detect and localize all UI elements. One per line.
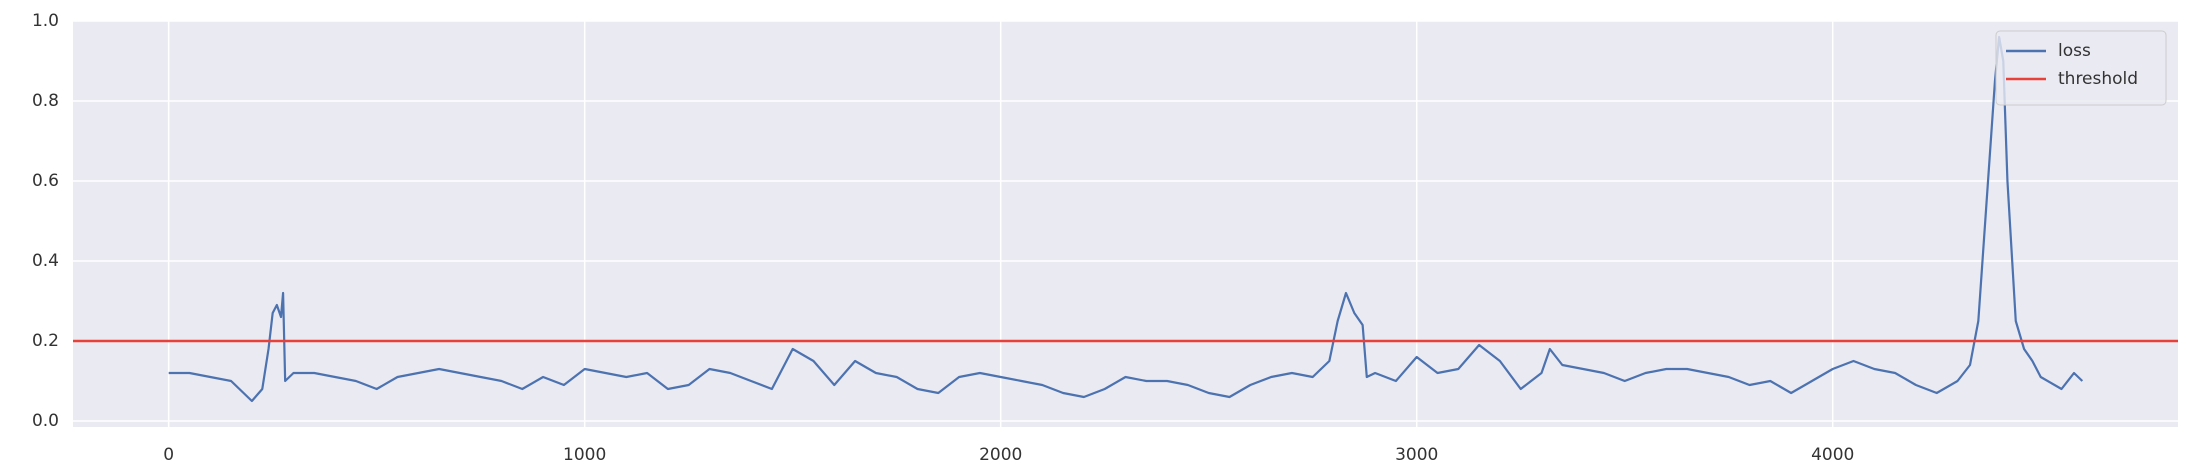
y-tick-label: 0.0 <box>32 411 59 431</box>
plot-area <box>73 21 2178 427</box>
y-tick-label: 0.8 <box>32 91 59 111</box>
y-tick-label: 1.0 <box>32 11 59 31</box>
x-tick-label: 0 <box>163 445 174 465</box>
legend-label: threshold <box>2058 69 2138 89</box>
y-tick-label: 0.2 <box>32 331 59 351</box>
legend <box>1995 30 2167 106</box>
x-tick-label: 1000 <box>563 445 606 465</box>
line-series <box>168 35 2084 403</box>
x-tick-label: 2000 <box>979 445 1022 465</box>
legend-label: loss <box>2058 41 2091 61</box>
x-tick-label: 4000 <box>1811 445 1854 465</box>
x-tick-label: 3000 <box>1395 445 1438 465</box>
y-tick-label: 0.4 <box>32 251 59 271</box>
y-tick-label: 0.6 <box>32 171 59 191</box>
